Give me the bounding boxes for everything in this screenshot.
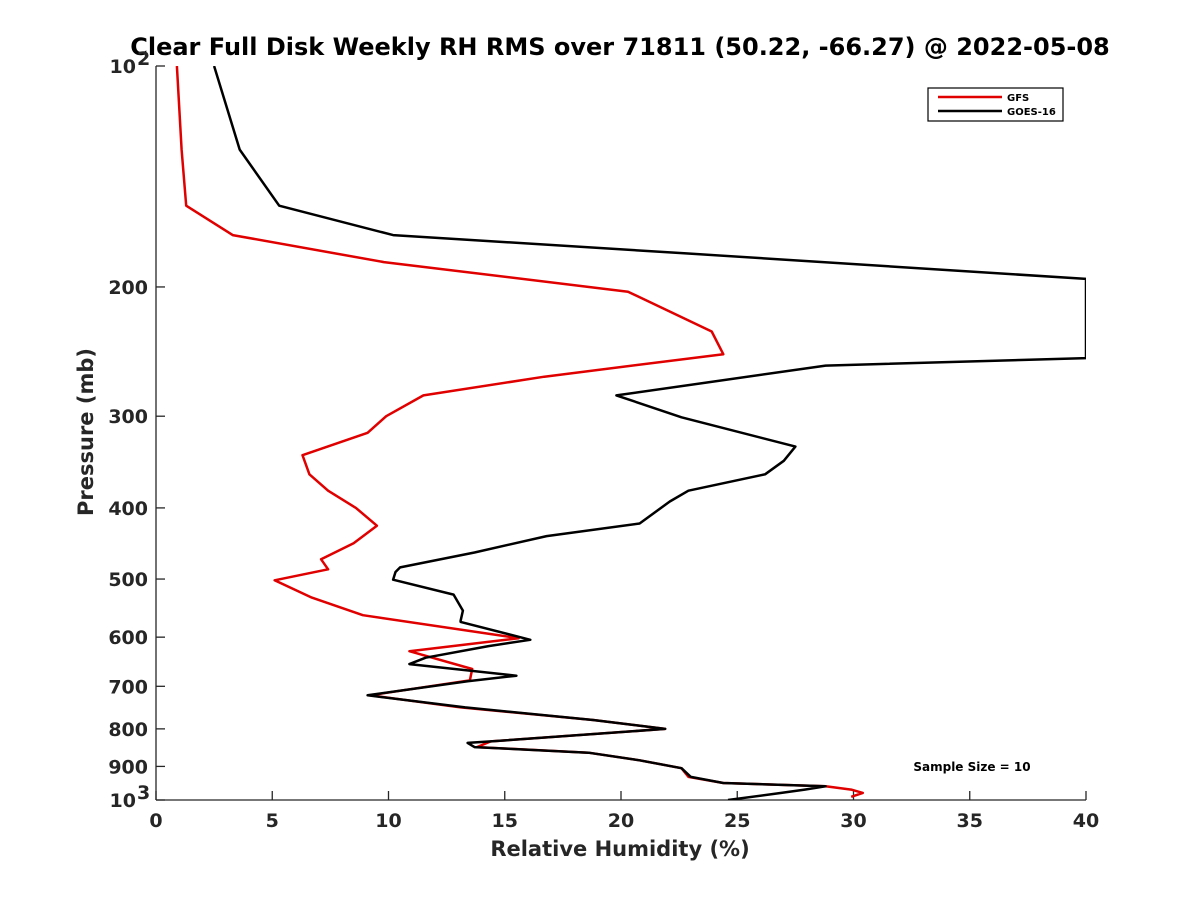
y-tick-label: 700 <box>108 676 148 698</box>
y-tick-label: 500 <box>108 569 148 591</box>
x-tick-label: 10 <box>375 810 401 832</box>
y-axis-label: Pressure (mb) <box>74 348 98 516</box>
x-tick-label: 25 <box>724 810 750 832</box>
x-tick-label: 5 <box>266 810 279 832</box>
x-tick-label: 20 <box>608 810 634 832</box>
series-line-gfs <box>175 66 865 798</box>
x-tick-label: 0 <box>149 810 162 832</box>
x-tick-label: 40 <box>1073 810 1099 832</box>
chart-title: Clear Full Disk Weekly RH RMS over 71811… <box>130 33 1110 61</box>
x-axis-label: Relative Humidity (%) <box>490 837 749 861</box>
legend-box <box>927 87 1064 122</box>
series-line-goes-16 <box>212 66 1086 800</box>
x-tick-label: 15 <box>492 810 518 832</box>
legend-label-goes-16: GOES-16 <box>1007 107 1056 118</box>
y-tick-label: 10 <box>110 56 136 78</box>
y-tick-label: 300 <box>108 406 148 428</box>
y-tick-label: 900 <box>108 756 148 778</box>
legend: GFS GOES-16 <box>927 87 1064 122</box>
y-tick-exponent: 2 <box>137 48 150 70</box>
y-tick-label: 400 <box>108 498 148 520</box>
series-layer <box>175 66 1086 800</box>
y-tick-label: 800 <box>108 719 148 741</box>
y-tick-label: 200 <box>108 277 148 299</box>
y-tick-label: 600 <box>108 627 148 649</box>
y-tick-label: 10 <box>110 790 136 812</box>
legend-label-gfs: GFS <box>1007 93 1029 104</box>
x-tick-label: 30 <box>840 810 866 832</box>
y-tick-exponent: 3 <box>137 782 150 804</box>
sample-size-annotation: Sample Size = 10 <box>913 760 1030 774</box>
x-tick-label: 35 <box>957 810 983 832</box>
